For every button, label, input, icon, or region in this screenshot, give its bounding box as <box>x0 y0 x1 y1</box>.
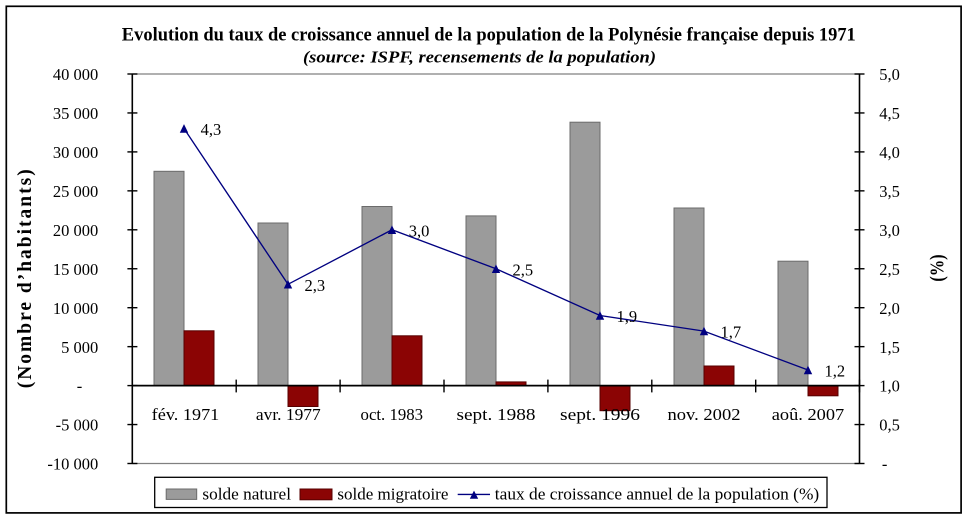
svg-text:3,0: 3,0 <box>879 221 900 240</box>
svg-text:2,3: 2,3 <box>305 276 326 295</box>
svg-text:3,0: 3,0 <box>409 221 430 240</box>
svg-text:(source: ISPF, recensements de: (source: ISPF, recensements de la popula… <box>303 48 656 67</box>
svg-text:4,3: 4,3 <box>201 120 222 139</box>
svg-text:4,0: 4,0 <box>879 143 900 162</box>
svg-text:2,5: 2,5 <box>879 260 900 279</box>
svg-text:1,0: 1,0 <box>879 377 900 396</box>
svg-text:0,5: 0,5 <box>879 416 900 435</box>
svg-text:40 000: 40 000 <box>53 65 98 84</box>
svg-text:1,9: 1,9 <box>617 307 638 326</box>
svg-text:5,0: 5,0 <box>879 65 900 84</box>
svg-text:4,5: 4,5 <box>879 104 900 123</box>
svg-text:-: - <box>882 455 888 474</box>
svg-text:3,5: 3,5 <box>879 182 900 201</box>
svg-text:2,5: 2,5 <box>513 260 534 279</box>
svg-text:avr. 1977: avr. 1977 <box>256 405 321 424</box>
svg-text:oct. 1983: oct. 1983 <box>361 405 424 424</box>
svg-text:-: - <box>77 377 83 396</box>
svg-text:1,2: 1,2 <box>825 362 846 381</box>
svg-text:5 000: 5 000 <box>61 338 98 357</box>
svg-text:(%): (%) <box>928 254 949 281</box>
svg-text:solde migratoire: solde migratoire <box>337 485 448 504</box>
svg-text:sept. 1996: sept. 1996 <box>560 405 640 424</box>
svg-text:solde naturel: solde naturel <box>202 485 291 504</box>
svg-text:-5 000: -5 000 <box>56 416 99 435</box>
svg-text:20 000: 20 000 <box>53 221 98 240</box>
svg-text:fév. 1971: fév. 1971 <box>152 405 220 424</box>
svg-text:1,7: 1,7 <box>721 323 742 342</box>
svg-text:1,5: 1,5 <box>879 338 900 357</box>
svg-text:30 000: 30 000 <box>53 143 98 162</box>
svg-text:10 000: 10 000 <box>53 299 98 318</box>
svg-text:15 000: 15 000 <box>53 260 98 279</box>
svg-text:35 000: 35 000 <box>53 104 98 123</box>
svg-text:2,0: 2,0 <box>879 299 900 318</box>
svg-text:sept. 1988: sept. 1988 <box>457 405 536 424</box>
svg-text:Evolution du taux de croissanc: Evolution du taux de croissance annuel d… <box>122 26 856 46</box>
svg-text:25 000: 25 000 <box>53 182 98 201</box>
svg-text:aoû. 2007: aoû. 2007 <box>772 405 845 424</box>
svg-text:taux de croissance annuel de l: taux de croissance annuel de la populati… <box>495 485 819 504</box>
svg-text:-10 000: -10 000 <box>47 455 98 474</box>
svg-text:(Nombre d’habitants): (Nombre d’habitants) <box>15 169 36 388</box>
svg-text:nov. 2002: nov. 2002 <box>668 405 741 424</box>
